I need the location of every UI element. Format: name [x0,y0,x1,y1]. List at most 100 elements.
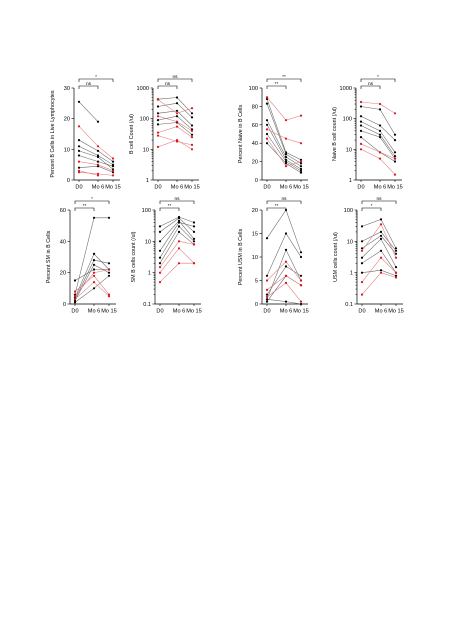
series-line [361,250,397,273]
x-tick-label: Mo 15 [186,309,202,315]
data-point [96,120,100,123]
significance-bracket [361,207,382,211]
data-point [299,167,303,171]
x-tick-label: D0 [358,309,365,315]
series-line [266,120,302,167]
y-tick-label: 20 [252,208,258,214]
data-point [192,237,196,240]
data-point [156,105,160,108]
data-point [107,216,111,219]
significance-label: ns [174,197,180,202]
data-point [359,100,363,104]
data-point [359,120,363,123]
y-axis-label: Percent Naive in B Cells [238,105,244,163]
data-point [265,102,269,105]
series-line [78,139,114,162]
significance-label: ns [281,197,287,202]
x-tick-label: Mo 15 [101,309,117,315]
data-point [73,295,77,298]
data-point [192,230,196,233]
series-line [266,275,302,302]
data-point [394,274,398,277]
data-point [393,139,397,142]
data-point [284,208,288,212]
data-point [177,219,181,222]
data-point [360,247,364,250]
x-tick-label: Mo 15 [387,185,403,191]
data-point [190,124,194,127]
significance-bracket [360,85,381,89]
y-tick-label: 0.1 [345,302,353,308]
chart-panel-7: 0 5 10 15 20 D0 Mo 6 Mo 15 Percent USM in B Cell… [238,197,309,314]
data-point [265,142,269,145]
data-point [299,169,303,172]
data-point [175,96,179,99]
data-point [284,281,288,284]
y-tick-label: 10 [347,239,353,245]
y-axis-label: Percent B Cells in Live Lymphocytes [50,90,56,178]
data-point [265,300,269,303]
chart-panel-2: 1 10 100 1000 D0 Mo 6 Mo 15 B cell Count (/ul) n… [129,75,200,190]
data-point [393,151,397,154]
y-tick-label: 40 [252,141,258,147]
data-point [284,162,288,165]
data-point [177,240,181,243]
x-tick-label: Mo 15 [293,309,309,315]
series-line [78,126,114,159]
data-point [190,116,194,119]
data-point [265,295,269,298]
significance-bracket [74,207,95,211]
data-point [284,274,288,277]
data-point [73,301,77,304]
y-tick-label: 60 [60,208,66,214]
data-point [156,115,160,118]
data-point [360,225,364,228]
data-point [378,133,382,136]
significance-label: * [371,203,373,209]
data-point [96,160,100,163]
significance-bracket [157,78,193,82]
y-tick-label: 0 [255,302,258,308]
data-point [107,274,111,277]
data-point [379,237,383,240]
series-line [266,209,302,253]
y-tick-label: 15 [252,232,258,238]
series-line [74,217,109,295]
x-tick-label: Mo 15 [105,185,121,191]
data-point [92,259,96,262]
y-axis-label: Percent USM in B Cells [238,229,244,286]
data-point [393,155,397,158]
data-point [107,268,111,271]
x-tick-label: Mo 6 [92,185,104,191]
series-line [78,165,114,173]
data-point [379,271,383,274]
x-tick-label: D0 [71,309,78,315]
significance-label: * [95,74,97,80]
y-tick-label: 20 [64,117,70,123]
significance-bracket [159,200,195,204]
data-point [299,162,303,165]
data-point [265,237,269,240]
data-point [73,290,77,293]
data-point [175,112,179,115]
significance-label: ns [368,82,374,87]
series-line [360,101,396,114]
x-tick-label: Mo 6 [171,185,183,191]
data-point [360,262,364,265]
series-line [157,135,193,146]
data-point [107,293,111,296]
data-point [158,271,162,274]
series-line [157,122,193,135]
data-point [156,112,160,115]
series-line [266,275,302,291]
data-point [96,163,100,166]
data-point [379,234,383,237]
data-point [359,136,363,139]
data-point [111,169,115,172]
x-tick-label: Mo 6 [280,185,292,191]
data-point [393,160,397,163]
significance-label: ** [83,203,87,209]
data-point [156,119,160,122]
data-point [265,274,269,277]
